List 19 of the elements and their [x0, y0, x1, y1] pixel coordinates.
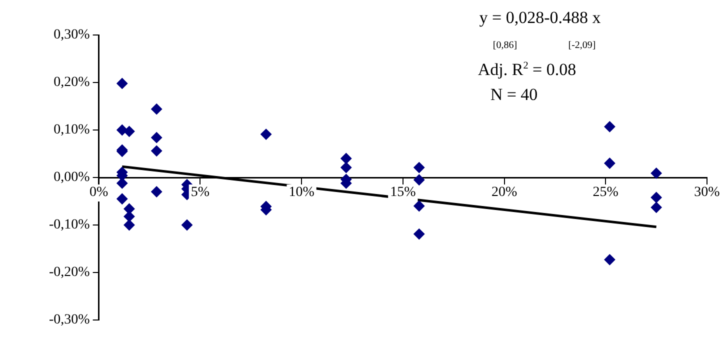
y-tick-label: 0,20% — [54, 75, 90, 90]
x-tick-label: 15% — [390, 185, 416, 200]
x-tick-label: 0% — [89, 185, 108, 200]
annotation: N = 40 — [490, 85, 538, 105]
x-tick-label: 20% — [491, 185, 518, 200]
x-tick-label: 30% — [694, 185, 720, 200]
y-tick-label: -0,30% — [48, 312, 90, 328]
y-tick-label: 0,30% — [54, 28, 90, 43]
y-tick-label: -0,20% — [48, 265, 90, 280]
x-tick-label: 5% — [190, 185, 210, 200]
y-tick-label: 0,00% — [54, 170, 90, 186]
y-tick-label: -0,10% — [48, 218, 90, 233]
x-tick-label: 10% — [288, 185, 315, 200]
annotation: [-2,09] — [568, 40, 596, 51]
x-tick-label: 25% — [592, 185, 619, 200]
annotation: [0,86] — [492, 40, 518, 51]
y-tick-label: 0,10% — [54, 122, 90, 138]
annotation: Adj. R$^{2}$ = 0.08 — [478, 60, 576, 80]
text: y = 0,028-0.488 x — [479, 8, 601, 28]
